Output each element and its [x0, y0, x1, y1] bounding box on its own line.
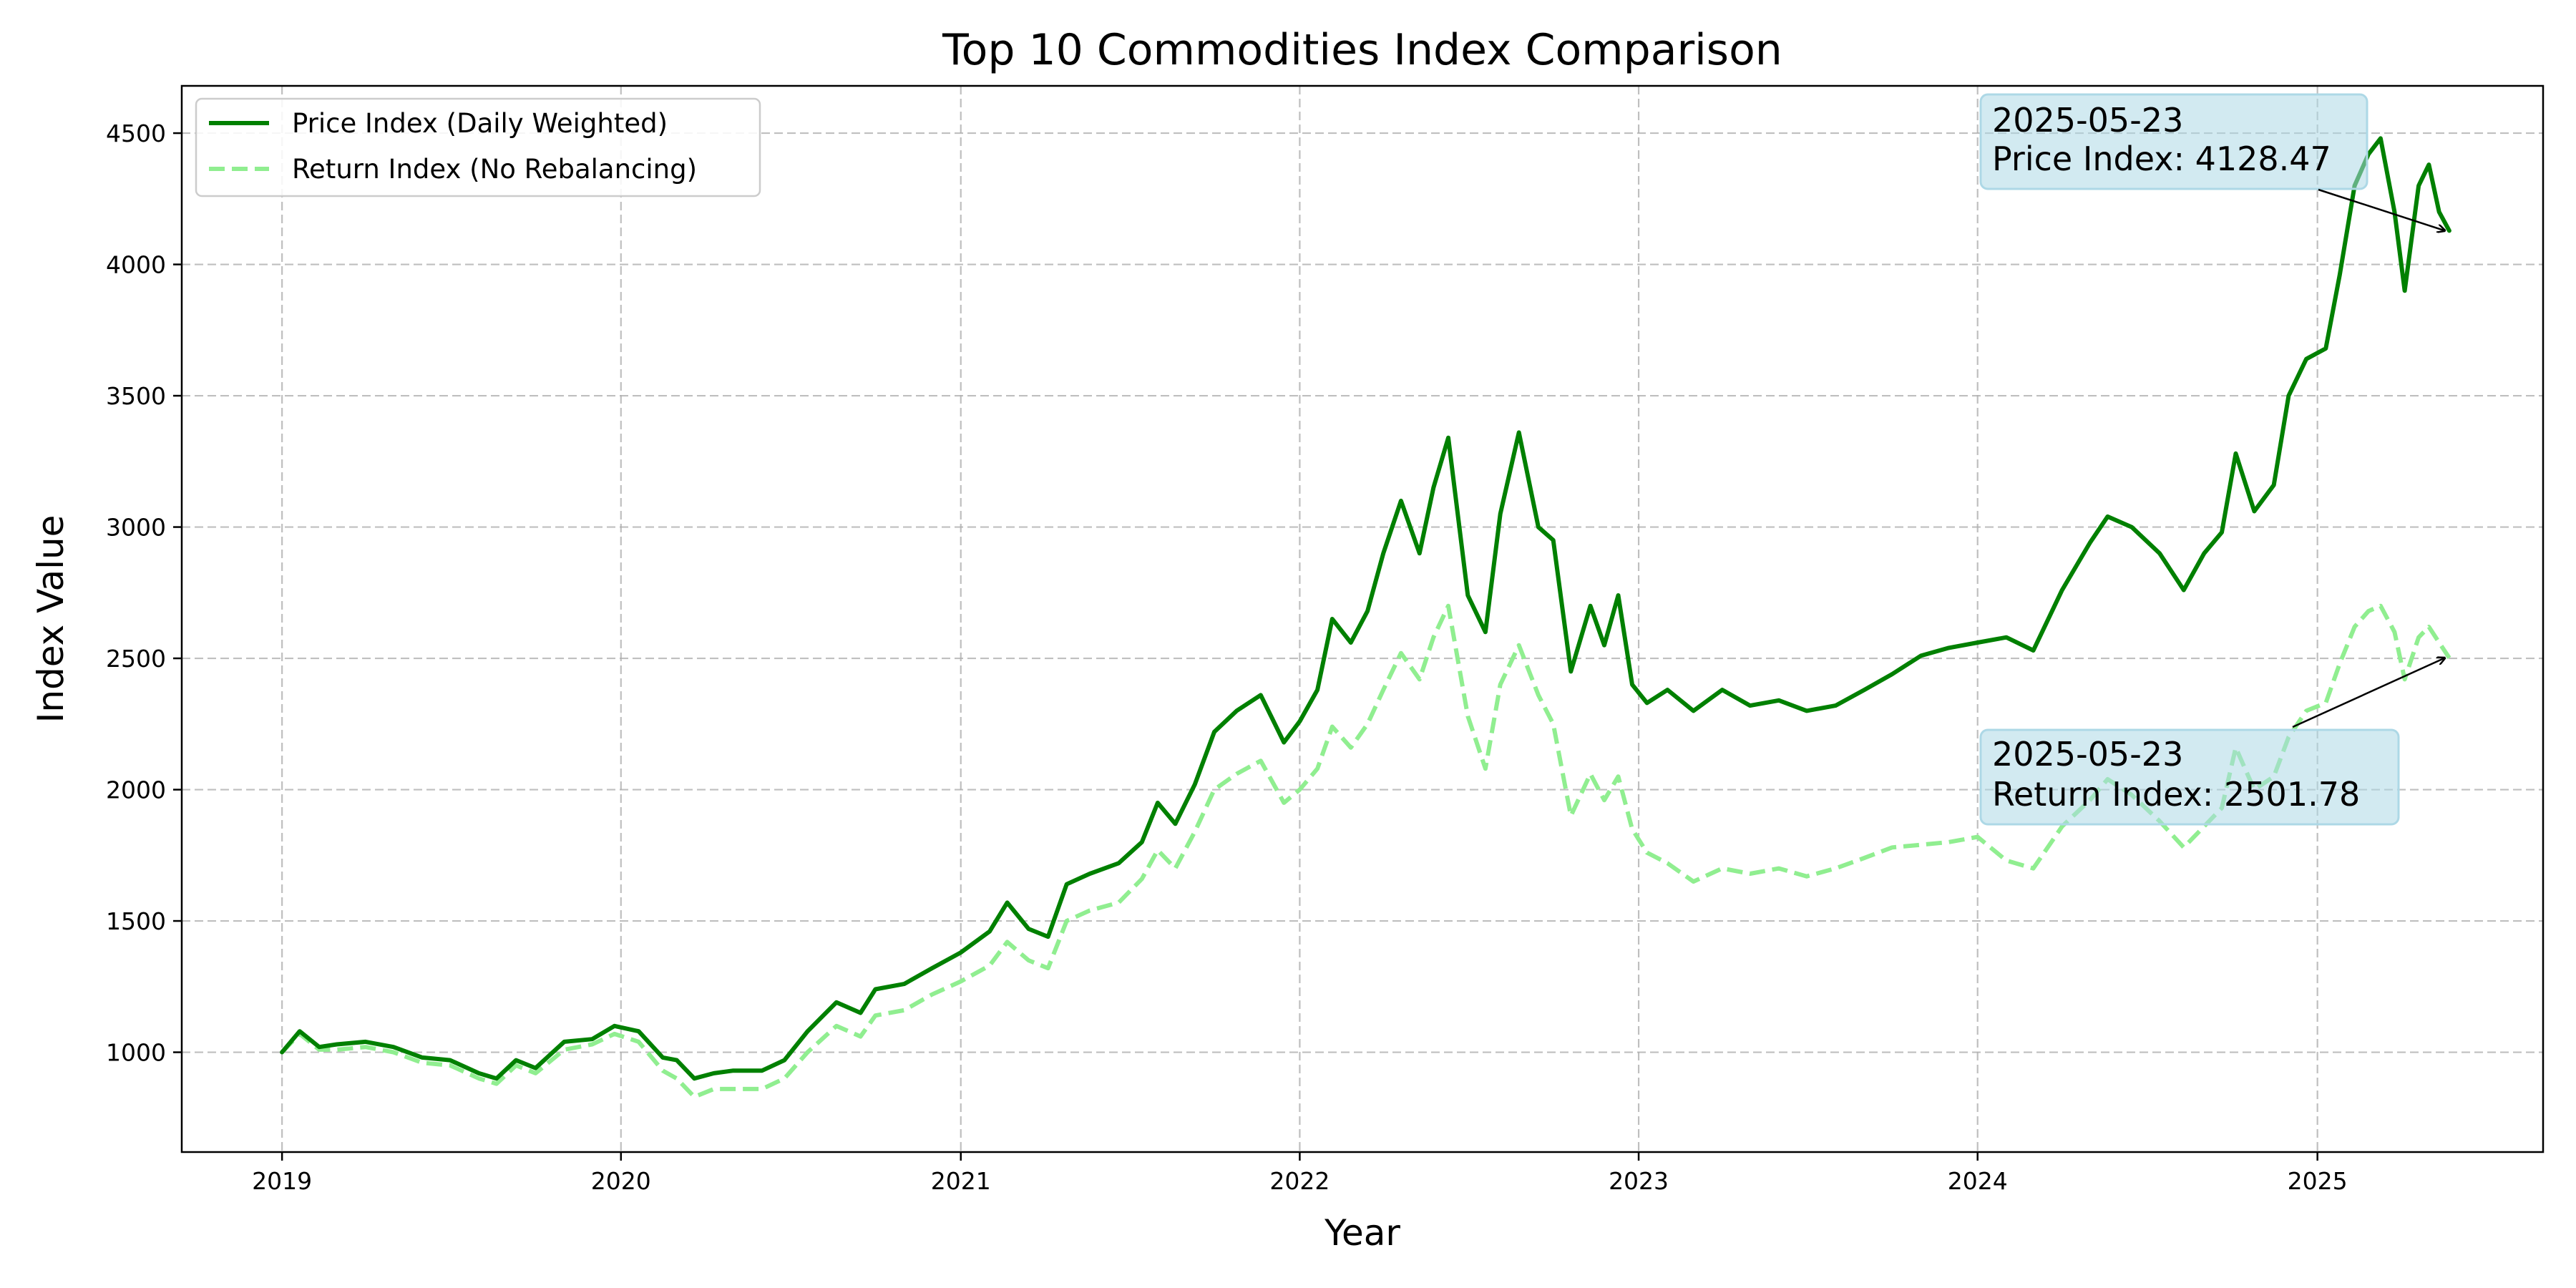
- x-tick-label: 2021: [931, 1167, 991, 1195]
- annotation-box: [1979, 93, 2368, 190]
- annotation-value: Return Index: 2501.78: [1992, 775, 2360, 814]
- annotation-date: 2025-05-23: [1992, 101, 2183, 140]
- annotation-date: 2025-05-23: [1992, 735, 2183, 774]
- grid-lines: [182, 86, 2543, 1152]
- x-tick-label: 2022: [1269, 1167, 1330, 1195]
- legend-frame: [195, 97, 761, 197]
- y-tick-label: 3500: [106, 382, 166, 410]
- return-index-line: [280, 603, 2451, 1099]
- x-tick-label: 2024: [1948, 1167, 2008, 1195]
- y-tick-label: 2000: [106, 776, 166, 804]
- x-tick-label: 2025: [2288, 1167, 2348, 1195]
- annotation-arrow: [2318, 188, 2445, 230]
- x-axis-title: Year: [1324, 1212, 1400, 1254]
- y-axis-title: Index Value: [30, 515, 72, 723]
- annotation-box: [1979, 728, 2400, 826]
- legend-label-price-index: Price Index (Daily Weighted): [292, 108, 668, 139]
- series-layer: [280, 136, 2451, 1099]
- x-tick-label: 2019: [252, 1167, 312, 1195]
- annotation-arrow: [2292, 658, 2445, 728]
- legend-label-return-index: Return Index (No Rebalancing): [292, 154, 697, 185]
- chart-title: Top 10 Commodities Index Comparison: [942, 25, 1782, 75]
- annotation-value: Price Index: 4128.47: [1992, 140, 2331, 178]
- y-tick-label: 1500: [106, 907, 166, 935]
- y-tick-label: 4000: [106, 251, 166, 279]
- x-tick-label: 2020: [591, 1167, 651, 1195]
- y-axis-ticks: 1000 1500 2000 2500 3000 3500 4000 4500: [106, 119, 182, 1067]
- y-tick-label: 4500: [106, 119, 166, 147]
- plot-area-frame: [180, 84, 2545, 1153]
- x-axis-ticks: 2019 2020 2021 2022 2023 2024 2025: [252, 1152, 2348, 1195]
- y-tick-label: 3000: [106, 514, 166, 542]
- price-index-line: [280, 136, 2451, 1081]
- y-tick-label: 1000: [106, 1039, 166, 1067]
- y-tick-label: 2500: [106, 645, 166, 673]
- x-tick-label: 2023: [1609, 1167, 1669, 1195]
- legend: Price Index (Daily Weighted) Return Inde…: [195, 97, 761, 197]
